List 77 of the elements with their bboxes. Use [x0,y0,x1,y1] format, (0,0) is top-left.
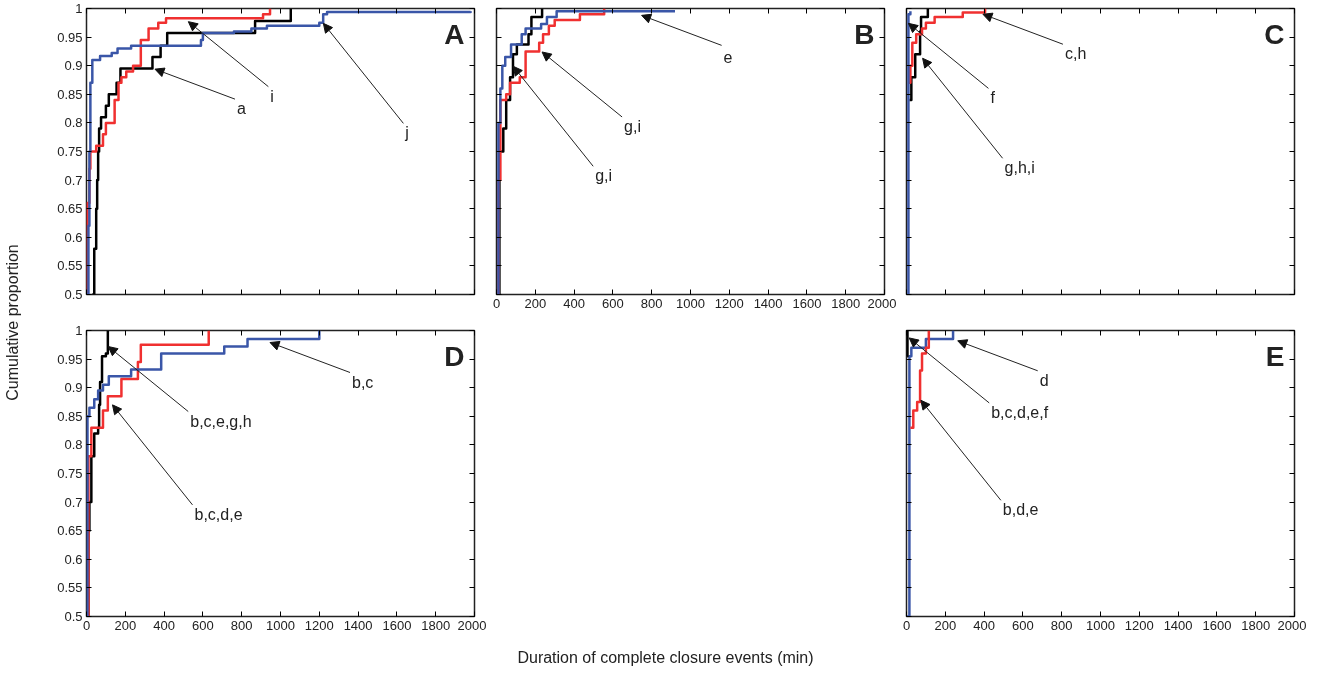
x-tick-label: 2000 [867,295,897,311]
annotation: g,i [595,167,613,185]
chart-title: C [1264,18,1285,50]
y-tick-label: 0.55 [57,580,83,596]
x-tick-label: 600 [192,617,214,633]
annotation: i [270,87,274,105]
x-tick-label: 400 [153,617,175,633]
annotation: b,c [352,373,374,391]
annotation: j [404,124,409,142]
x-tick-label: 400 [973,617,995,633]
annotation: b,c,e,g,h [190,412,252,430]
y-tick-label: 0.5 [64,609,83,624]
annotation: g,i [624,117,641,135]
x-tick-label: 1600 [382,617,412,633]
y-tick-label: 0.7 [64,494,83,510]
y-tick-label: 0.9 [64,58,83,74]
x-tick-label: 0 [902,617,911,633]
y-tick-label: 0.7 [64,172,83,188]
y-tick-label: 0.5 [64,287,83,302]
x-tick-label: 1400 [753,295,783,311]
y-tick-label: 1 [75,323,83,338]
x-tick-label: 200 [114,617,137,633]
y-tick-label: 0.9 [64,380,83,396]
annotation: d [1039,371,1049,389]
x-tick-label: 1000 [1086,617,1115,633]
annotation: c,h [1064,45,1087,63]
x-tick-label: 0 [492,295,501,311]
x-tick-label: 1000 [266,617,295,633]
annotation: b,d,e [1002,501,1039,519]
x-tick-label: 1800 [831,295,861,311]
y-tick-label: 0.6 [64,229,83,245]
x-tick-label: 1600 [1202,617,1232,633]
x-axis-title: Duration of complete closure events (min) [517,649,814,666]
x-tick-label: 1000 [676,295,705,311]
x-tick-label: 2000 [1277,617,1307,633]
y-tick-label: 0.55 [57,258,83,274]
x-tick-label: 1400 [1163,617,1193,633]
chart-title: E [1265,340,1285,372]
y-axis-title: Cumulative proportion [4,244,21,401]
y-tick-label: 0.85 [57,408,83,424]
y-tick-label: 0.75 [57,144,83,159]
y-tick-label: 0.8 [64,437,83,453]
y-tick-label: 0.85 [57,86,83,102]
y-tick-label: 0.8 [64,115,83,131]
y-tick-label: 0.95 [57,351,83,367]
annotation: g,h,i [1004,159,1035,177]
x-tick-label: 1600 [792,295,822,311]
x-tick-label: 200 [934,617,957,633]
annotation: b,c,d,e,f [991,403,1049,421]
y-tick-label: 0.75 [57,466,83,481]
chart-title: A [444,18,465,50]
x-tick-label: 800 [1050,617,1073,633]
y-tick-label: 0.6 [64,551,83,567]
x-tick-label: 1800 [1241,617,1271,633]
x-tick-label: 800 [640,295,663,311]
y-tick-label: 0.65 [57,523,83,539]
y-tick-label: 0.65 [57,201,83,217]
x-tick-label: 0 [82,617,91,633]
chart-title: D [444,340,465,372]
y-tick-label: 0.95 [57,29,83,45]
x-tick-label: 600 [1012,617,1034,633]
annotation: b,c,d,e [194,505,243,523]
x-tick-label: 200 [524,295,547,311]
annotation: a [236,100,246,118]
y-tick-label: 1 [75,1,83,16]
x-tick-label: 1200 [304,617,334,633]
x-tick-label: 600 [602,295,624,311]
annotation: e [723,49,733,67]
x-tick-label: 2000 [457,617,487,633]
x-tick-label: 1200 [714,295,744,311]
annotation: f [990,89,996,107]
x-tick-label: 1400 [343,617,373,633]
x-tick-label: 400 [563,295,585,311]
chart-title: B [854,18,875,50]
x-tick-label: 1200 [1124,617,1154,633]
x-tick-label: 800 [230,617,253,633]
x-tick-label: 1800 [421,617,451,633]
